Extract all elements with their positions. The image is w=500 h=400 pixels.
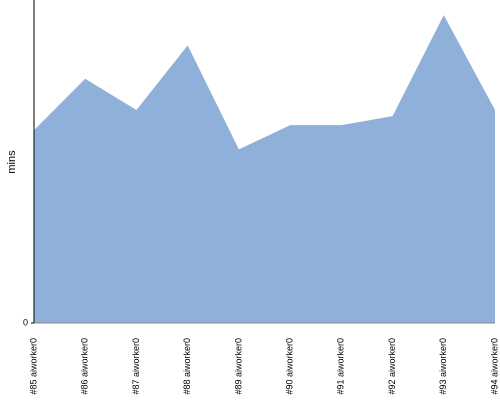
x-tick-label: #89 aiworker0 — [233, 338, 243, 395]
x-tick-label: #90 aiworker0 — [284, 338, 294, 395]
x-tick-label: #92 aiworker0 — [387, 338, 397, 395]
x-tick-label: #91 aiworker0 — [336, 338, 346, 395]
x-tick-label: #86 aiworker0 — [80, 338, 90, 395]
y-tick-label: 0 — [23, 317, 28, 327]
x-tick-label: #94 aiworker0 — [489, 338, 499, 395]
x-tick-label: #87 aiworker0 — [131, 338, 141, 395]
area — [34, 15, 495, 323]
x-tick-label: #93 aiworker0 — [438, 338, 448, 395]
x-tick-label: #88 aiworker0 — [182, 338, 192, 395]
y-axis-label: mins — [6, 150, 18, 174]
x-tick-label: #85 aiworker0 — [28, 338, 38, 395]
